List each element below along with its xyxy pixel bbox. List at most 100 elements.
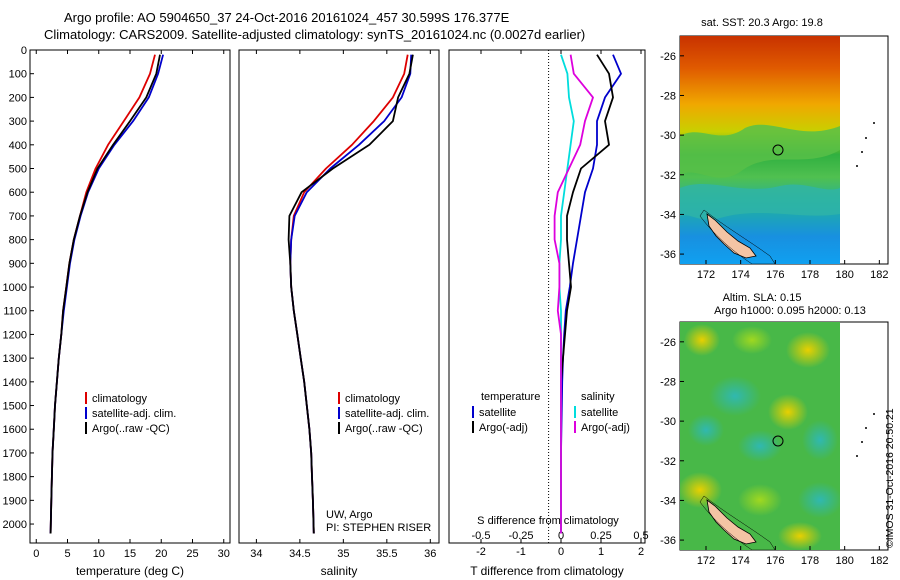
- legend-label-t-argo: Argo(-adj): [479, 422, 528, 434]
- float-owner-label: UW, Argo: [326, 509, 372, 521]
- x-tick-label: 35: [337, 548, 349, 560]
- salinity-plot-frame: [238, 49, 440, 544]
- differences-panel: -2 -1 0 1 2 -0.5 -0.25 0 0.25 0.5 T difference fr…: [448, 49, 649, 578]
- temperature-legend: climatology satellite-adj. clim. Argo(..…: [85, 392, 176, 435]
- legend-label-s-argo: Argo(-adj): [581, 422, 630, 434]
- differences-plot-frame: [448, 49, 646, 544]
- legend-label-argo: Argo(..raw -QC): [92, 423, 170, 435]
- s-tick-label: -0.25: [508, 530, 533, 542]
- depth-tick-label: 1000: [3, 282, 27, 294]
- depth-tick-label: 400: [9, 140, 27, 152]
- depth-tick-label: 500: [9, 164, 27, 176]
- s-tick-label: -0.5: [472, 530, 491, 542]
- x-tick-label: 10: [93, 548, 105, 560]
- sla-map-subtitle: Argo h1000: 0.095 h2000: 0.13: [714, 305, 866, 317]
- legend-label-satellite-adj: satellite-adj. clim.: [92, 408, 176, 420]
- series-line-argo-adj-: [553, 54, 594, 534]
- depth-tick-label: 2000: [3, 519, 27, 531]
- temperature-axis-label: temperature (deg C): [76, 564, 184, 578]
- x-tick-label: 25: [186, 548, 198, 560]
- depth-tick-label: 1300: [3, 353, 27, 365]
- x-tick-label: 15: [124, 548, 136, 560]
- difference-series: [553, 54, 622, 534]
- figure-title-line1: Argo profile: AO 5904650_37 24-Oct-2016 …: [64, 10, 510, 25]
- depth-axis: 0 100 200 300 400 500 600 700 800 900 1000 1100 1200…: [3, 45, 34, 531]
- map-x-tick-label: 178: [801, 555, 819, 567]
- depth-tick-label: 200: [9, 92, 27, 104]
- x-tick-label: 35.5: [376, 548, 397, 560]
- x-tick-label: 20: [155, 548, 167, 560]
- depth-tick-label: 700: [9, 211, 27, 223]
- temperature-panel: 0100200300400500600700800900100011001200…: [3, 45, 231, 578]
- depth-tick-label: 300: [9, 116, 27, 128]
- sla-map-title: Altim. SLA: 0.15: [723, 292, 802, 304]
- depth-tick-label: 0: [21, 45, 27, 57]
- map-x-tick-label: 182: [870, 555, 888, 567]
- depth-tick-label: 1500: [3, 401, 27, 413]
- map-x-tick-label: 176: [766, 269, 784, 281]
- map-x-tick-label: 172: [697, 555, 715, 567]
- x-tick-label: -1: [516, 546, 526, 558]
- s-tick-label: 0: [558, 530, 564, 542]
- kermadec-islands: [856, 122, 875, 167]
- map-y-tick-label: -36: [660, 535, 676, 547]
- sla-map-panel: Altim. SLA: 0.15 Argo h1000: 0.095 h2000…: [660, 292, 888, 567]
- depth-tick-label: 600: [9, 187, 27, 199]
- legend-label-climatology: climatology: [92, 393, 148, 405]
- s-difference-axis-label: S difference from climatology: [477, 515, 619, 527]
- map-x-tick-label: 174: [731, 555, 749, 567]
- temperature-plot-frame: [29, 49, 231, 544]
- x-tick-label: 0: [558, 546, 564, 558]
- x-tick-label: -2: [476, 546, 486, 558]
- sst-field: [680, 36, 840, 264]
- new-zealand-coastline: [699, 495, 776, 551]
- salinity-panel: 34 34.5 35 35.5 36 salinity climatology sate…: [238, 49, 440, 578]
- map-x-tick-label: 178: [801, 269, 819, 281]
- depth-tick-label: 100: [9, 69, 27, 81]
- principal-investigator-label: PI: STEPHEN RISER: [326, 522, 431, 534]
- legend-title-salinity: salinity: [581, 391, 615, 403]
- s-tick-label: 0.5: [633, 530, 648, 542]
- map-x-tick-label: 174: [731, 269, 749, 281]
- figure-title-line2: Climatology: CARS2009. Satellite-adjuste…: [44, 27, 586, 42]
- imos-watermark: ©IMOS 31-Oct-2016 20:50:21: [884, 408, 896, 548]
- legend-label-climatology: climatology: [345, 393, 401, 405]
- depth-tick-label: 1800: [3, 472, 27, 484]
- map-y-tick-label: -36: [660, 249, 676, 261]
- legend-title-temperature: temperature: [481, 391, 540, 403]
- map-y-tick-label: -26: [660, 51, 676, 63]
- argo-float-marker: [772, 144, 784, 156]
- sst-map-panel: sat. SST: 20.3 Argo: 19.8 172 174 176 178 18…: [660, 17, 888, 281]
- x-tick-label: 30: [218, 548, 230, 560]
- map-x-tick-label: 182: [870, 269, 888, 281]
- x-tick-label: 2: [638, 546, 644, 558]
- depth-tick-label: 1900: [3, 495, 27, 507]
- x-tick-label: 5: [64, 548, 70, 560]
- sla-field: [680, 322, 840, 550]
- depth-tick-label: 900: [9, 258, 27, 270]
- map-y-tick-label: -28: [660, 376, 676, 388]
- salinity-series: [287, 54, 414, 534]
- map-y-tick-label: -30: [660, 416, 676, 428]
- depth-tick-label: 1200: [3, 329, 27, 341]
- depth-tick-label: 1400: [3, 377, 27, 389]
- map-x-tick-label: 176: [766, 555, 784, 567]
- map-y-tick-label: -30: [660, 130, 676, 142]
- series-line-argo-raw-qc-: [287, 54, 414, 534]
- legend-label-satellite-adj: satellite-adj. clim.: [345, 408, 429, 420]
- salinity-legend: climatology satellite-adj. clim. Argo(..…: [338, 392, 429, 435]
- sla-map-axes: 172 174 176 178 180 182 -26 -28 -30 -32 -34 -36: [660, 337, 888, 567]
- x-tick-label: 34.5: [289, 548, 310, 560]
- salinity-x-axis: 34 34.5 35 35.5 36: [250, 50, 436, 560]
- x-tick-label: 34: [250, 548, 262, 560]
- map-y-tick-label: -34: [660, 209, 676, 221]
- difference-x-axis: -2 -1 0 1 2 -0.5 -0.25 0 0.25 0.5: [472, 50, 649, 558]
- map-x-tick-label: 172: [697, 269, 715, 281]
- map-y-tick-label: -26: [660, 337, 676, 349]
- temperature-x-axis: 0 5 10 15 20 25 30: [33, 50, 230, 560]
- depth-tick-label: 1700: [3, 448, 27, 460]
- map-x-tick-label: 180: [835, 555, 853, 567]
- depth-tick-label: 800: [9, 235, 27, 247]
- legend-label-s-satellite: satellite: [581, 407, 618, 419]
- s-tick-label: 0.25: [590, 530, 611, 542]
